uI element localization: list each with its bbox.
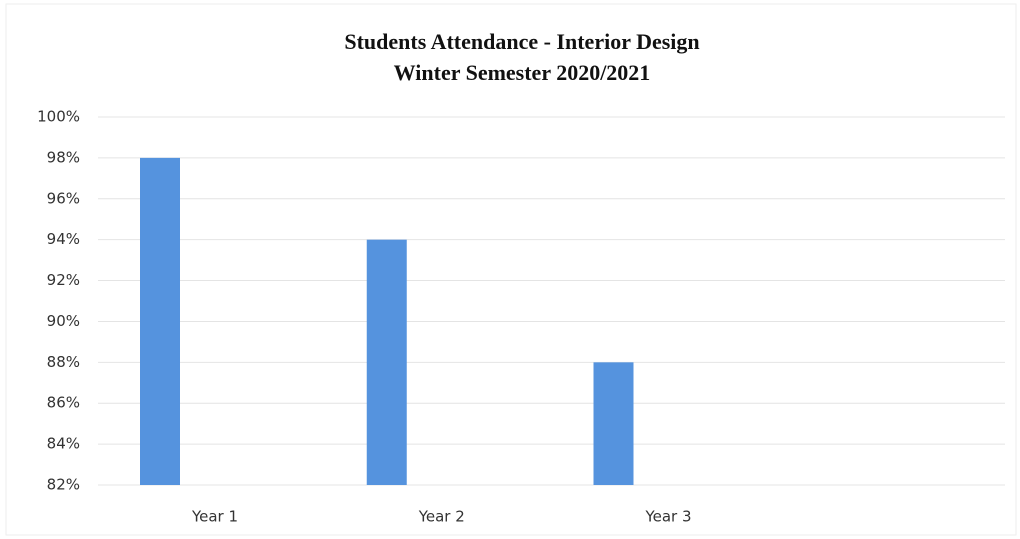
y-tick-label: 94% — [47, 230, 80, 248]
y-tick-label: 96% — [47, 189, 80, 207]
y-tick-label: 98% — [47, 148, 80, 166]
y-tick-label: 82% — [47, 476, 80, 494]
x-tick-label: Year 2 — [418, 508, 465, 526]
y-tick-label: 92% — [47, 271, 80, 289]
y-tick-label: 86% — [47, 394, 80, 412]
bar — [593, 362, 634, 485]
x-tick-label: Year 3 — [644, 508, 691, 526]
y-tick-label: 90% — [47, 312, 80, 330]
chart-subtitle: Winter Semester 2020/2021 — [394, 60, 651, 85]
chart-border — [5, 3, 1017, 536]
bar — [366, 239, 407, 485]
y-tick-label: 84% — [47, 435, 80, 453]
y-tick-label: 100% — [37, 108, 80, 126]
x-tick-label: Year 1 — [191, 508, 238, 526]
chart-title: Students Attendance - Interior Design — [344, 29, 699, 54]
bar — [140, 157, 180, 485]
y-tick-label: 88% — [47, 353, 80, 371]
